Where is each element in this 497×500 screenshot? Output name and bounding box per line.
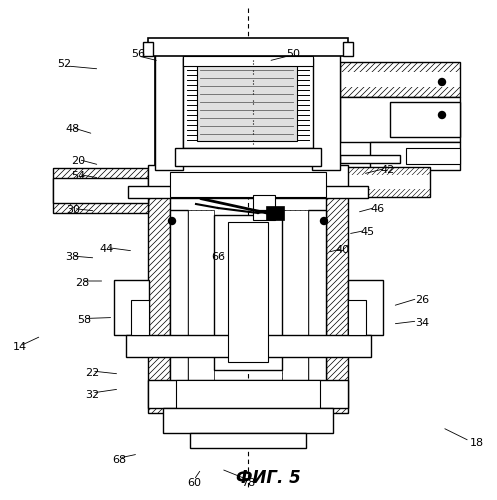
Bar [148,38,348,56]
Circle shape [321,218,328,224]
Text: 78: 78 [242,478,255,488]
Text: 26: 26 [415,295,429,305]
Bar [266,206,284,220]
Text: 20: 20 [72,156,85,166]
Bar [370,142,460,170]
Bar [340,62,460,97]
Text: 58: 58 [78,315,91,325]
Bar [282,210,308,385]
Circle shape [438,78,445,86]
Bar [228,222,268,362]
Bar [343,42,353,56]
Text: 60: 60 [187,478,201,488]
Bar [163,408,333,433]
Text: 50: 50 [286,49,300,59]
Bar [340,155,400,163]
Bar [148,380,348,408]
Circle shape [168,218,175,224]
Bar [253,195,275,210]
Bar [326,193,348,413]
Bar [253,210,275,220]
Bar [406,148,460,164]
Bar [170,172,326,197]
Text: 68: 68 [112,455,126,465]
Bar [348,300,366,335]
Text: 32: 32 [85,390,99,400]
Text: 66: 66 [212,252,226,262]
Text: 48: 48 [65,124,79,134]
Bar [176,380,320,408]
Text: 22: 22 [85,368,99,378]
Text: 42: 42 [381,165,395,175]
Bar [143,42,153,56]
Bar [53,168,148,213]
Text: 56: 56 [131,49,145,59]
Bar [175,148,321,166]
Bar [128,186,368,198]
Text: ФИГ. 5: ФИГ. 5 [236,469,300,487]
Bar [183,56,313,66]
Text: 44: 44 [100,244,114,254]
Bar [183,58,313,148]
Text: 14: 14 [13,342,27,352]
Bar [214,215,282,370]
Circle shape [438,112,445,118]
Text: 38: 38 [65,252,79,262]
Bar [148,165,348,195]
Bar [131,300,149,335]
Text: 40: 40 [336,245,350,255]
Bar [348,280,383,335]
Bar [197,65,297,141]
Bar [148,193,170,413]
Text: 30: 30 [67,205,81,215]
Bar [340,97,460,142]
Bar [312,50,340,170]
Bar [155,50,183,170]
Bar [340,167,430,197]
Text: 28: 28 [75,278,89,287]
Bar [53,178,148,203]
Bar [170,210,188,385]
Bar [190,433,306,448]
Bar [114,280,149,335]
Text: 54: 54 [72,171,85,181]
Bar [308,210,326,385]
Text: 52: 52 [58,59,72,69]
Bar [188,210,214,385]
Bar [155,50,340,170]
Bar [126,335,371,357]
Bar [390,102,460,137]
Text: 46: 46 [371,204,385,214]
Text: 45: 45 [361,227,375,237]
Text: 34: 34 [415,318,429,328]
Text: 18: 18 [470,438,484,448]
